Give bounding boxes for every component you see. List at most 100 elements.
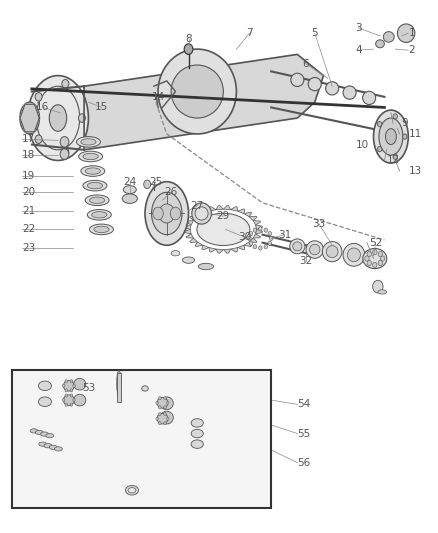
Circle shape [269,236,273,240]
Circle shape [60,149,69,159]
Ellipse shape [39,381,51,391]
Polygon shape [84,54,323,150]
Polygon shape [244,242,252,247]
Ellipse shape [125,486,138,495]
Ellipse shape [160,397,173,410]
Circle shape [249,241,253,245]
Text: 10: 10 [356,140,369,150]
Circle shape [35,135,42,143]
Circle shape [73,399,75,402]
Circle shape [164,397,166,400]
Text: 13: 13 [408,166,421,176]
Text: 15: 15 [95,102,108,112]
Circle shape [70,389,73,392]
Polygon shape [231,247,238,252]
Ellipse shape [123,185,136,193]
Circle shape [62,384,65,387]
Polygon shape [231,207,238,211]
Ellipse shape [87,209,111,220]
Polygon shape [249,216,257,221]
Text: 26: 26 [165,187,178,197]
Polygon shape [202,245,209,250]
Ellipse shape [376,40,385,48]
Ellipse shape [157,398,168,408]
Polygon shape [184,229,191,234]
Polygon shape [216,206,223,210]
Circle shape [65,403,67,406]
Text: 27: 27 [191,200,204,211]
Ellipse shape [385,128,396,144]
Circle shape [373,280,383,293]
Ellipse shape [160,411,173,424]
Ellipse shape [293,242,302,251]
Ellipse shape [322,241,342,262]
Text: 6: 6 [303,59,309,69]
Ellipse shape [77,136,100,147]
Circle shape [381,256,385,261]
Text: 5: 5 [311,28,318,38]
Circle shape [378,252,382,257]
Circle shape [378,147,382,152]
Ellipse shape [191,440,203,448]
Ellipse shape [74,394,86,406]
Circle shape [268,241,272,245]
Polygon shape [244,212,252,217]
Ellipse shape [195,207,208,220]
Ellipse shape [94,226,109,232]
Polygon shape [216,249,223,253]
Circle shape [78,114,85,122]
Circle shape [159,397,161,400]
Ellipse shape [49,105,67,131]
Ellipse shape [192,203,212,224]
Ellipse shape [64,395,74,406]
Ellipse shape [122,194,138,204]
Text: 4: 4 [355,45,362,55]
Ellipse shape [379,118,403,155]
Circle shape [365,256,369,261]
Circle shape [170,207,181,220]
Polygon shape [238,245,245,250]
Ellipse shape [89,197,105,204]
Circle shape [156,417,159,420]
Polygon shape [186,221,194,225]
Ellipse shape [157,414,168,424]
Ellipse shape [89,224,113,235]
Ellipse shape [310,244,320,255]
Ellipse shape [191,429,203,438]
Ellipse shape [158,49,237,134]
Circle shape [367,261,371,265]
Text: 22: 22 [22,224,35,235]
Text: 11: 11 [408,129,421,139]
Circle shape [249,231,253,236]
Ellipse shape [326,246,338,257]
Text: 17: 17 [22,134,35,144]
Polygon shape [249,238,257,243]
Circle shape [144,180,151,189]
Circle shape [378,261,382,265]
Ellipse shape [142,386,148,391]
Polygon shape [223,249,231,253]
Circle shape [65,394,67,397]
Text: 33: 33 [312,219,326,229]
Ellipse shape [20,102,39,134]
Text: 8: 8 [185,34,192,44]
Circle shape [164,406,166,409]
Circle shape [393,114,397,119]
Ellipse shape [343,244,365,266]
Circle shape [70,394,73,397]
Ellipse shape [363,248,387,269]
Ellipse shape [83,180,107,191]
Text: 54: 54 [297,399,311,409]
Polygon shape [253,234,261,238]
Ellipse shape [83,154,98,160]
Circle shape [153,207,163,220]
Ellipse shape [87,182,102,189]
Text: 3: 3 [355,23,362,33]
Circle shape [62,399,65,402]
Ellipse shape [145,182,188,245]
Ellipse shape [325,82,339,95]
Ellipse shape [117,370,121,396]
Ellipse shape [171,65,223,118]
Polygon shape [190,238,198,243]
Polygon shape [256,225,262,229]
